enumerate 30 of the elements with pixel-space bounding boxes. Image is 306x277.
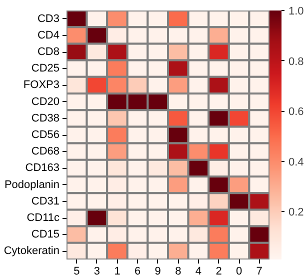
- y-tick-label: CD68: [31, 146, 60, 158]
- y-tick-label: FOXP3: [23, 79, 60, 92]
- x-tick-label: 6: [134, 266, 141, 277]
- x-tick-label: 4: [195, 266, 202, 277]
- y-tick-label: Cytokeratin: [4, 245, 60, 258]
- x-tick-label: 0: [236, 266, 242, 277]
- color-bar-label: 0.4: [288, 156, 304, 168]
- x-tick-label: 1: [114, 266, 120, 277]
- y-tick-label: CD56: [31, 129, 60, 141]
- y-tick-label: CD15: [31, 228, 60, 241]
- x-tick-label: 9: [154, 266, 161, 277]
- y-tick-label: CD25: [31, 62, 60, 75]
- y-tick-label: CD11c: [26, 212, 60, 224]
- x-tick-label: 3: [94, 266, 100, 277]
- y-tick-label: CD31: [31, 195, 60, 208]
- color-bar-label: 0.6: [288, 106, 304, 118]
- y-tick-label: CD38: [31, 112, 60, 124]
- x-tick-label: 7: [256, 266, 262, 277]
- y-tick-label: CD8: [37, 46, 60, 58]
- y-tick-label: Podoplanin: [4, 178, 60, 191]
- y-tick-label: CD3: [37, 12, 60, 25]
- color-bar-label: 0.8: [288, 56, 304, 68]
- y-tick-label: CD4: [37, 29, 60, 42]
- x-tick-label: 8: [175, 266, 182, 277]
- y-tick-label: CD20: [31, 96, 60, 108]
- color-bar-label: 0.2: [288, 206, 304, 219]
- y-tick-label: CD163: [25, 162, 60, 174]
- x-tick-label: 5: [74, 266, 80, 277]
- x-tick-label: 2: [216, 266, 222, 277]
- color-bar-label: 1.0: [288, 6, 304, 18]
